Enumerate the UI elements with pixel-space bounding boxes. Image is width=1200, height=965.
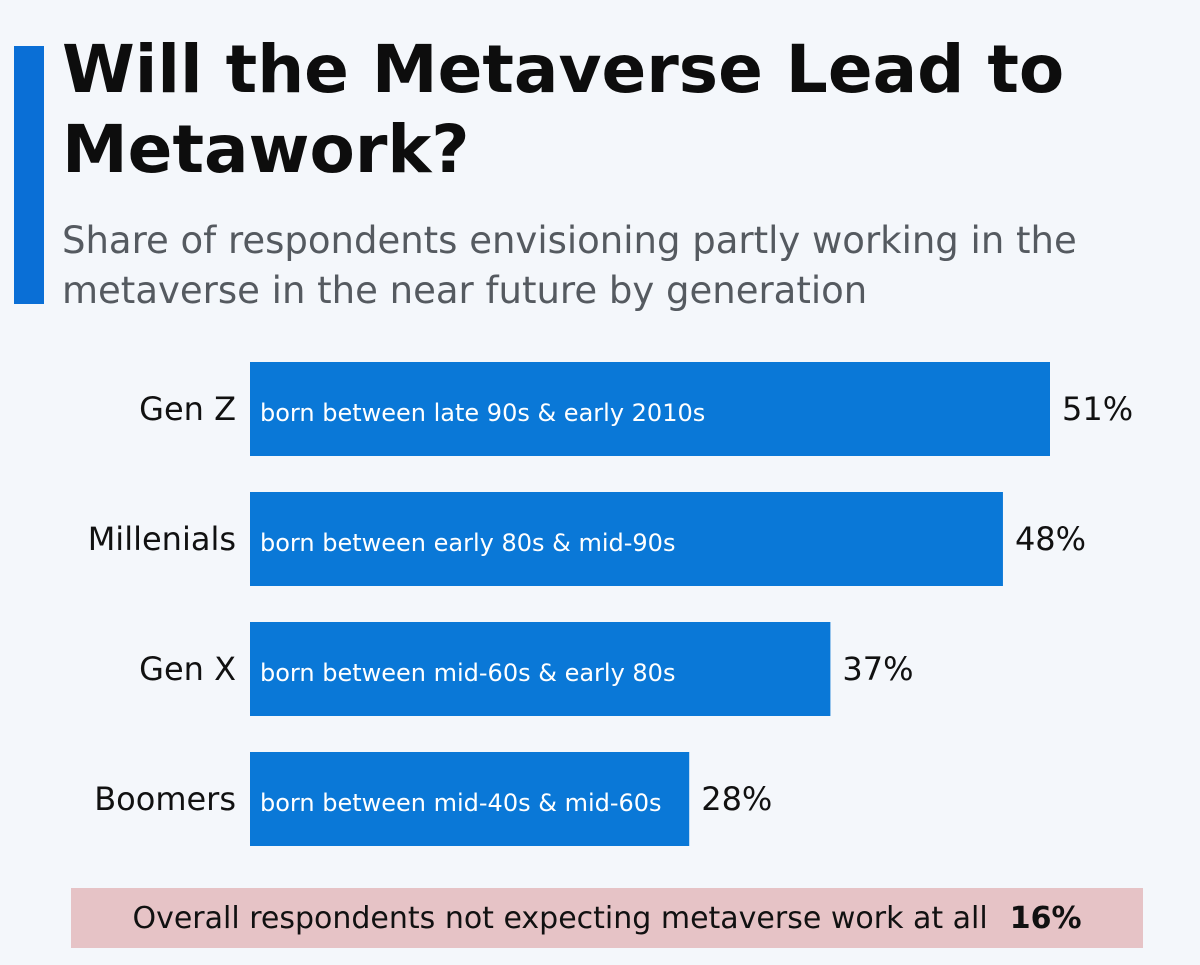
- bar-note: born between mid-60s & early 80s: [260, 659, 675, 687]
- value-label: 28%: [701, 780, 772, 818]
- chart-title: Will the Metaverse Lead to Metawork?: [62, 31, 1065, 188]
- bar-note: born between mid-40s & mid-60s: [260, 789, 662, 817]
- bar-note: born between late 90s & early 2010s: [260, 399, 705, 427]
- category-label: Gen Z: [139, 390, 236, 428]
- value-label: 37%: [842, 650, 913, 688]
- bar-boomers: [250, 752, 690, 846]
- bar-gen-x: [250, 622, 831, 716]
- bar-millenials: [250, 492, 1003, 586]
- bar-chart: Gen Z born between late 90s & early 2010s…: [88, 362, 1133, 846]
- footer-text: Overall respondents not expecting metave…: [132, 900, 988, 936]
- value-label: 51%: [1062, 390, 1133, 428]
- category-label: Gen X: [139, 650, 236, 688]
- footer-value: 16%: [1009, 900, 1082, 936]
- chart-subtitle: Share of respondents envisioning partly …: [62, 219, 1077, 312]
- category-label: Millenials: [88, 520, 236, 558]
- accent-bar: [14, 46, 44, 304]
- bar-gen-z: [250, 362, 1050, 456]
- bar-note: born between early 80s & mid-90s: [260, 529, 675, 557]
- value-label: 48%: [1015, 520, 1086, 558]
- category-label: Boomers: [94, 780, 236, 818]
- footer-note: Overall respondents not expecting metave…: [71, 888, 1143, 948]
